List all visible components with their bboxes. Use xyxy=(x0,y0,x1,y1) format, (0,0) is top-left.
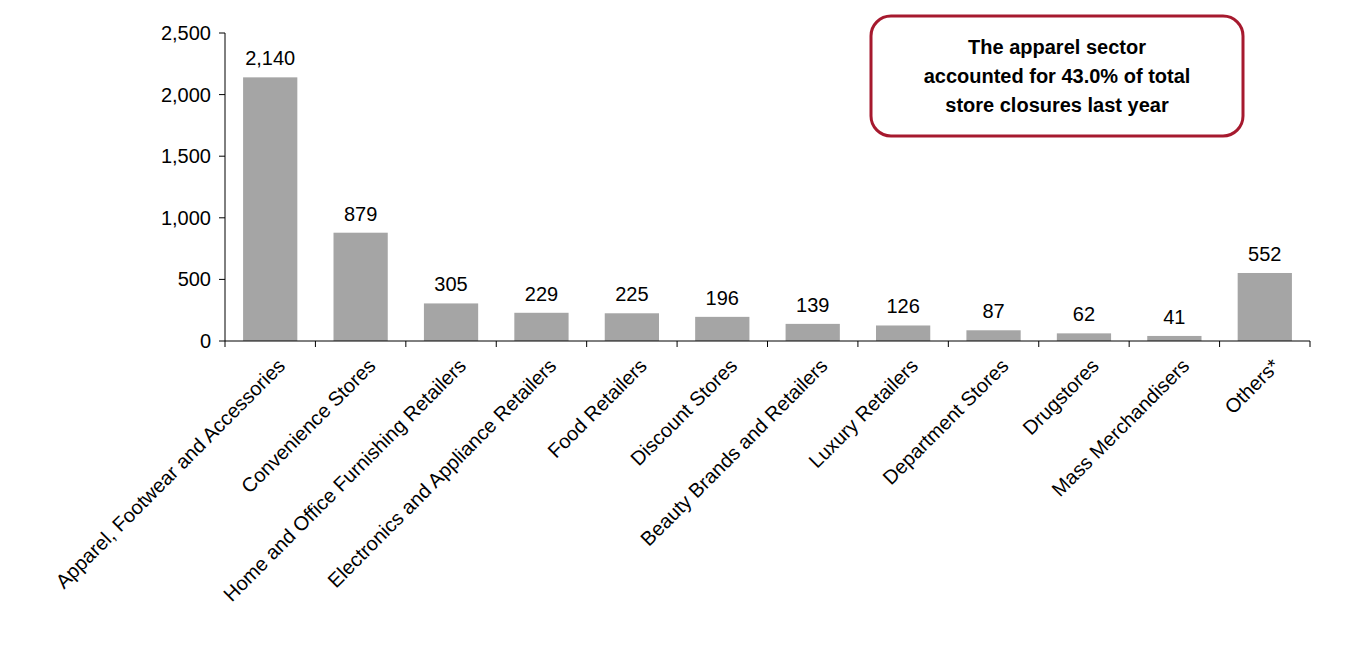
data-label: 41 xyxy=(1163,306,1185,328)
bar xyxy=(695,317,749,341)
annotation: accounted for 43.0% of total xyxy=(924,65,1191,87)
y-tick xyxy=(219,217,225,218)
bar xyxy=(1147,336,1201,341)
y-tick xyxy=(219,94,225,95)
data-label: 87 xyxy=(982,300,1004,322)
data-label: 126 xyxy=(886,295,919,317)
bar xyxy=(605,313,659,341)
bar xyxy=(514,313,568,341)
x-tick xyxy=(225,341,226,347)
y-tick-label: 1,500 xyxy=(161,145,211,167)
x-tick xyxy=(767,341,768,347)
x-tick xyxy=(1310,341,1311,347)
x-tick xyxy=(857,341,858,347)
bar xyxy=(424,303,478,341)
data-label: 62 xyxy=(1073,303,1095,325)
bar xyxy=(966,330,1020,341)
x-tick-label: Drugstores xyxy=(1018,354,1103,439)
y-tick-label: 0 xyxy=(200,330,211,352)
data-label: 2,140 xyxy=(245,47,295,69)
y-tick xyxy=(219,279,225,280)
data-label: 305 xyxy=(434,273,467,295)
data-label: 139 xyxy=(796,294,829,316)
bar xyxy=(334,233,388,341)
x-tick xyxy=(315,341,316,347)
y-tick xyxy=(219,341,225,342)
annotation-box xyxy=(871,16,1243,136)
data-label: 879 xyxy=(344,203,377,225)
bar xyxy=(1057,333,1111,341)
x-tick-label: Mass Merchandisers xyxy=(1047,354,1193,500)
annotation: The apparel sector xyxy=(968,36,1146,58)
x-tick xyxy=(948,341,949,347)
x-tick-label: Department Stores xyxy=(878,354,1012,488)
x-tick xyxy=(1219,341,1220,347)
x-tick xyxy=(586,341,587,347)
bar xyxy=(243,77,297,341)
x-tick-label: Others* xyxy=(1220,354,1284,418)
y-axis xyxy=(225,33,226,341)
x-tick xyxy=(496,341,497,347)
x-tick xyxy=(677,341,678,347)
x-tick-label: Electronics and Appliance Retailers xyxy=(323,354,560,591)
y-tick xyxy=(219,156,225,157)
bar xyxy=(786,324,840,341)
chart: 05001,0001,5002,0002,500Apparel, Footwea… xyxy=(0,0,1365,654)
y-tick-label: 2,500 xyxy=(161,22,211,44)
x-tick xyxy=(1129,341,1130,347)
x-tick xyxy=(1038,341,1039,347)
data-label: 225 xyxy=(615,283,648,305)
data-label: 552 xyxy=(1248,243,1281,265)
bar xyxy=(1238,273,1292,341)
data-label: 196 xyxy=(706,287,739,309)
y-tick-label: 1,000 xyxy=(161,207,211,229)
y-tick xyxy=(219,33,225,34)
x-tick xyxy=(405,341,406,347)
y-tick-label: 2,000 xyxy=(161,84,211,106)
bar xyxy=(876,325,930,341)
data-label: 229 xyxy=(525,283,558,305)
y-tick-label: 500 xyxy=(178,268,211,290)
annotation: store closures last year xyxy=(945,94,1169,116)
x-tick-label: Beauty Brands and Retailers xyxy=(636,354,832,550)
